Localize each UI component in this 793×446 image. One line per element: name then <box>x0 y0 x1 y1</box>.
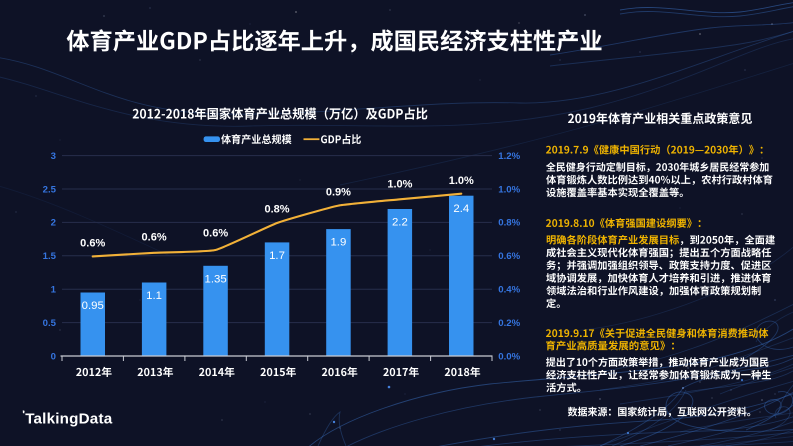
svg-text:2.5: 2.5 <box>43 184 57 195</box>
svg-text:0.6%: 0.6% <box>203 228 228 240</box>
svg-text:1.7: 1.7 <box>269 250 285 262</box>
svg-text:0.2%: 0.2% <box>498 318 520 329</box>
svg-text:0.9%: 0.9% <box>326 187 351 199</box>
svg-text:1.0%: 1.0% <box>387 179 412 191</box>
svg-text:1.9: 1.9 <box>330 237 346 249</box>
svg-text:0.6%: 0.6% <box>80 237 105 249</box>
svg-text:0.0%: 0.0% <box>498 351 520 362</box>
svg-text:0.6%: 0.6% <box>498 251 520 262</box>
svg-text:1.0%: 1.0% <box>498 184 520 195</box>
svg-text:0: 0 <box>51 351 56 362</box>
svg-text:0.95: 0.95 <box>82 300 104 312</box>
svg-text:0.8%: 0.8% <box>498 218 520 229</box>
svg-text:0.8%: 0.8% <box>264 204 289 216</box>
svg-text:2.4: 2.4 <box>453 203 469 215</box>
svg-text:0.5: 0.5 <box>43 318 57 329</box>
svg-text:1.1: 1.1 <box>146 290 162 302</box>
svg-text:0.4%: 0.4% <box>498 285 520 296</box>
svg-text:1.35: 1.35 <box>205 273 227 285</box>
svg-text:TalkingData: TalkingData <box>25 411 113 428</box>
svg-text:1.2%: 1.2% <box>498 151 520 162</box>
svg-text:0.6%: 0.6% <box>142 231 167 243</box>
svg-text:1: 1 <box>51 285 57 296</box>
svg-text:1.0%: 1.0% <box>449 175 474 187</box>
svg-text:2: 2 <box>51 218 56 229</box>
svg-text:1.5: 1.5 <box>43 251 57 262</box>
svg-text:2.2: 2.2 <box>392 217 408 229</box>
svg-text:3: 3 <box>51 151 56 162</box>
